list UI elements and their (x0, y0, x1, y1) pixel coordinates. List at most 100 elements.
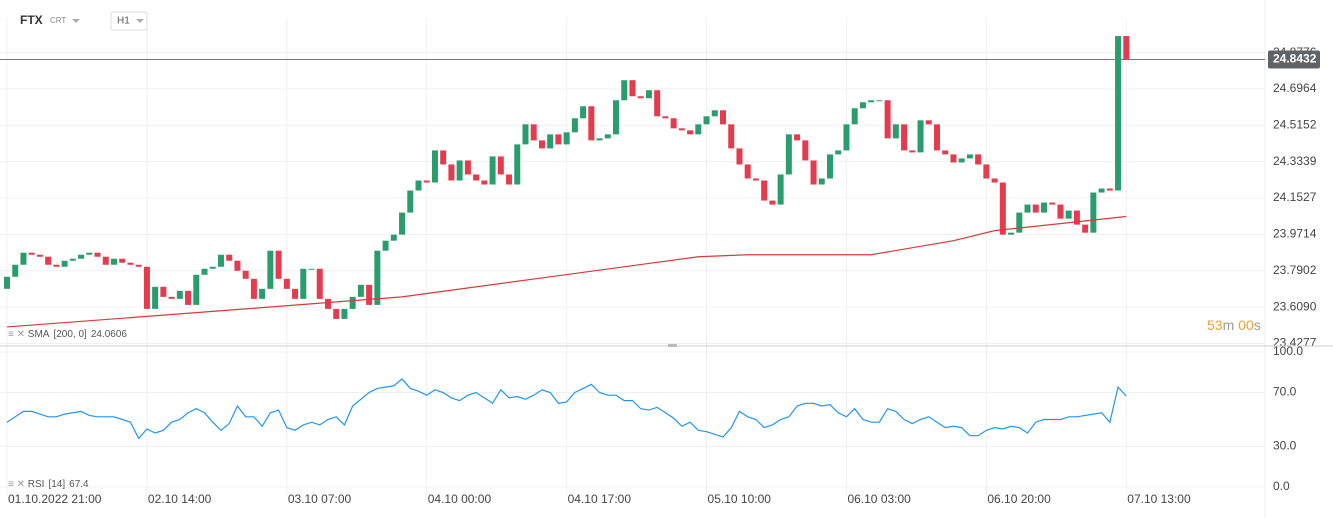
timeframe[interactable]: H1 (117, 16, 130, 27)
candle-body (333, 308, 340, 319)
candle-body (983, 164, 990, 179)
candle-body (110, 258, 117, 265)
y-tick-label: 23.9714 (1273, 227, 1317, 241)
candle-body (473, 174, 480, 181)
candle-body (20, 252, 27, 265)
last-price-label: 24.8432 (1273, 52, 1317, 66)
candle-body (53, 264, 60, 267)
sma-line (6, 215, 1127, 328)
candle-body (728, 124, 735, 149)
candle-body (292, 288, 299, 299)
candle-body (1040, 202, 1047, 213)
x-tick-label: 07.10 13:00 (1127, 492, 1191, 506)
y-tick-label: 24.1527 (1273, 190, 1317, 204)
candle-body (942, 150, 949, 155)
candle-body (851, 108, 858, 125)
candle-body (925, 120, 932, 125)
candle-body (1098, 188, 1105, 193)
candle-body (901, 124, 908, 151)
x-tick-label: 02.10 14:00 (148, 492, 212, 506)
y-tick-label: 0.0 (1273, 479, 1290, 493)
candle-body (448, 164, 455, 181)
candle-body (374, 250, 381, 305)
candle-body (571, 118, 578, 133)
rsi-line (6, 378, 1127, 440)
candle-body (785, 134, 792, 175)
candle-body (94, 252, 101, 257)
candle-body (629, 80, 636, 97)
candle-body (28, 252, 35, 255)
candle-body (711, 110, 718, 117)
candle-body (234, 260, 241, 271)
x-tick-label: 04.10 17:00 (568, 492, 632, 506)
candle-body (481, 180, 488, 185)
dropdown-caret[interactable] (72, 19, 80, 23)
candle-body (283, 278, 290, 289)
candle-body (1073, 210, 1080, 225)
candle-body (933, 124, 940, 151)
symbol[interactable]: FTX (20, 13, 43, 27)
candle-body (909, 150, 916, 153)
candle-body (530, 124, 537, 141)
candle-body (950, 154, 957, 163)
candle-body (777, 174, 784, 205)
candle-body (794, 134, 801, 141)
candle-body (645, 90, 652, 99)
candle-body (975, 154, 982, 165)
candle-body (259, 288, 266, 299)
sma-legend: ≡ ✕ SMA [200, 0] 24.0606 (8, 329, 127, 340)
candle-body (868, 100, 875, 103)
x-tick-label: 04.10 00:00 (428, 492, 492, 506)
candle-body (69, 258, 76, 261)
candle-body (835, 150, 842, 155)
candle-body (1024, 204, 1031, 213)
pane-handle[interactable] (668, 344, 677, 347)
candle-body (514, 144, 521, 185)
countdown: 53m 00s (1207, 317, 1261, 333)
last-price-tag (1268, 50, 1320, 69)
candle-body (966, 154, 973, 159)
candle-body (761, 180, 768, 201)
candle-body (1090, 192, 1097, 233)
candle-body (308, 268, 315, 270)
y-tick-label: 24.3339 (1273, 154, 1317, 168)
candle-body (678, 128, 685, 131)
candle-body (1032, 204, 1039, 213)
x-tick-label: 05.10 10:00 (708, 492, 772, 506)
candle-body (506, 174, 513, 185)
candle-body (588, 106, 595, 141)
candle-body (1065, 210, 1072, 219)
candle-body (695, 124, 702, 135)
candle-body (61, 260, 68, 267)
candle-body (226, 254, 233, 261)
candle-body (209, 266, 216, 269)
candle-body (802, 140, 809, 161)
candle-body (1057, 204, 1064, 219)
x-tick-label: 06.10 20:00 (987, 492, 1051, 506)
candle-body (415, 180, 422, 191)
candle-body (456, 160, 463, 181)
candle-body (4, 276, 10, 289)
y-tick-label: 24.6964 (1273, 81, 1317, 95)
symbol-subtitle[interactable]: CRT (50, 16, 66, 25)
candle-body (324, 298, 331, 309)
candle-body (275, 250, 282, 279)
candle-body (703, 116, 710, 125)
candle-body (769, 200, 776, 205)
timeframe-button[interactable] (110, 11, 148, 31)
candle-body (201, 268, 208, 275)
candle-body (423, 180, 430, 183)
dropdown-caret[interactable] (136, 19, 144, 23)
candle-body (859, 102, 866, 109)
candle-body (185, 290, 192, 305)
candle-body (752, 178, 759, 181)
candle-body (45, 256, 52, 265)
candle-body (522, 124, 529, 145)
candle-body (217, 254, 224, 267)
candle-body (670, 118, 677, 129)
candle-body (431, 150, 438, 183)
y-tick-label: 100.0 (1273, 344, 1303, 358)
candle-body (36, 254, 43, 257)
